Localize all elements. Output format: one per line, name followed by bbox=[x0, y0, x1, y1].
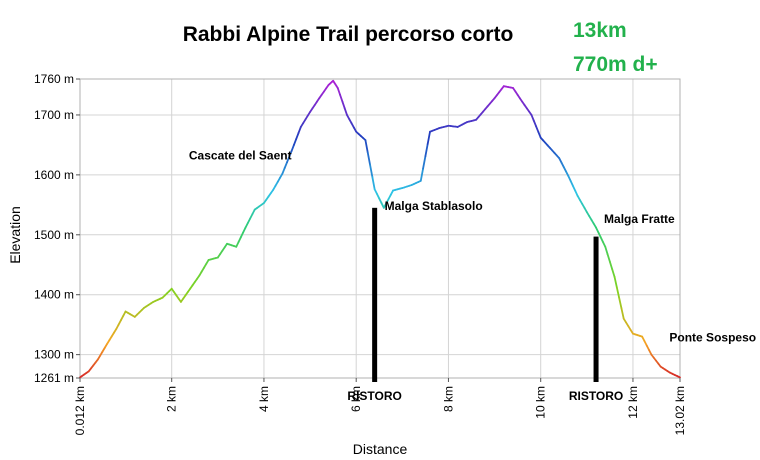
annotation-1: Malga Stablasolo bbox=[385, 199, 483, 213]
ristoro-bar-0 bbox=[372, 207, 378, 382]
x-axis-label: Distance bbox=[353, 441, 408, 457]
distance-stat: 13km bbox=[573, 19, 627, 42]
annotations: Cascate del Saent Malga Stablasolo Malga F… bbox=[189, 149, 756, 345]
profile-segment bbox=[343, 107, 348, 116]
profile-segment bbox=[532, 119, 537, 128]
profile-segment bbox=[530, 114, 535, 122]
profile-segment bbox=[371, 176, 376, 191]
profile-segment bbox=[572, 185, 577, 192]
x-tick-label-6: 12 km bbox=[626, 386, 640, 419]
y-axis-ticks: 1760 m 1700 m 1600 m 1500 m 1400 m 1300 m 1261… bbox=[34, 72, 80, 385]
chart-title: Rabbi Alpine Trail percorso corto bbox=[183, 23, 514, 46]
profile-segment bbox=[613, 275, 618, 289]
profile-segment bbox=[604, 245, 609, 256]
profile-segment bbox=[366, 151, 371, 166]
profile-segment bbox=[339, 93, 344, 103]
profile-segment bbox=[364, 139, 369, 154]
profile-segment bbox=[288, 150, 293, 158]
profile-segment bbox=[535, 125, 540, 133]
profile-segment bbox=[574, 190, 579, 197]
elevation-profile bbox=[79, 79, 681, 379]
annotation-0: Cascate del Saent bbox=[189, 149, 292, 163]
y-tick-label-6: 1261 m bbox=[34, 371, 74, 385]
profile-segment bbox=[290, 144, 295, 152]
profile-segment bbox=[567, 175, 572, 182]
elevation-gain-stat: 770m d+ bbox=[573, 53, 658, 76]
profile-segment bbox=[419, 167, 424, 182]
profile-segment bbox=[620, 307, 625, 320]
profile-segment bbox=[369, 163, 374, 178]
profile-segment bbox=[424, 143, 429, 158]
grid bbox=[79, 78, 681, 379]
y-tick-label-0: 1760 m bbox=[34, 72, 74, 86]
profile-segment bbox=[608, 260, 614, 271]
y-tick-label-5: 1300 m bbox=[34, 348, 74, 362]
x-axis-ticks: 0.012 km 2 km 4 km 6 km 8 km 10 km 12 km 13.02 … bbox=[73, 378, 687, 435]
annotation-3: Ponte Sospeso bbox=[669, 331, 756, 345]
y-tick-label-3: 1500 m bbox=[34, 228, 74, 242]
y-tick-label-1: 1700 m bbox=[34, 108, 74, 122]
profile-segment bbox=[611, 268, 616, 278]
profile-segment bbox=[569, 180, 574, 187]
profile-segment bbox=[422, 155, 427, 170]
profile-segment bbox=[297, 126, 302, 134]
profile-segment bbox=[293, 138, 298, 146]
y-tick-label-4: 1400 m bbox=[34, 288, 74, 302]
profile-segment bbox=[295, 132, 300, 140]
y-axis-label: Elevation bbox=[7, 206, 23, 264]
profile-segment bbox=[676, 375, 681, 379]
x-tick-label-0: 0.012 km bbox=[73, 386, 87, 435]
y-tick-label-2: 1600 m bbox=[34, 168, 74, 182]
profile-segment bbox=[336, 87, 341, 96]
x-tick-label-3: 6 km bbox=[349, 386, 363, 412]
profile-segment bbox=[606, 253, 611, 263]
annotation-2: Malga Fratte bbox=[604, 212, 675, 226]
x-tick-label-5: 10 km bbox=[534, 386, 548, 419]
plot-frame bbox=[79, 78, 681, 379]
profile-segment bbox=[286, 155, 291, 164]
x-tick-label-2: 4 km bbox=[257, 386, 271, 412]
x-tick-label-4: 8 km bbox=[441, 386, 455, 412]
ristoro-label-1: RISTORO bbox=[569, 389, 623, 403]
ristoro-bar-1 bbox=[593, 236, 599, 382]
profile-segment bbox=[537, 131, 542, 139]
profile-segment bbox=[283, 161, 288, 169]
profile-segment bbox=[615, 286, 621, 299]
x-tick-label-1: 2 km bbox=[165, 386, 179, 412]
x-tick-label-7: 13.02 km bbox=[673, 386, 687, 435]
profile-segment bbox=[341, 100, 346, 110]
ristoro-label-0: RISTORO bbox=[347, 389, 401, 403]
profile-segment bbox=[618, 296, 623, 310]
profile-segment bbox=[281, 167, 286, 175]
ristoro-markers: RISTORO RISTORO bbox=[347, 207, 623, 403]
profile-segment bbox=[426, 130, 431, 145]
